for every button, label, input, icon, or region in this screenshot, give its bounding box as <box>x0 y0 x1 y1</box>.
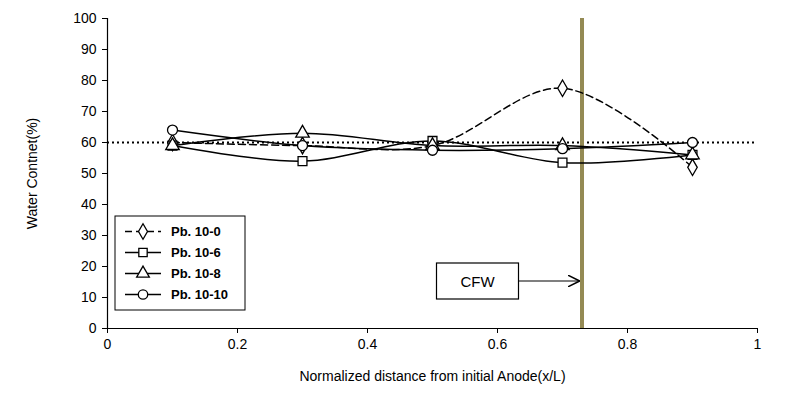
svg-text:0: 0 <box>89 320 97 336</box>
svg-text:100: 100 <box>73 10 97 26</box>
svg-text:Pb. 10-6: Pb. 10-6 <box>171 245 221 260</box>
svg-text:90: 90 <box>81 41 97 57</box>
svg-text:20: 20 <box>81 258 97 274</box>
svg-text:40: 40 <box>81 196 97 212</box>
svg-text:Water Contnet(%): Water Contnet(%) <box>24 118 40 230</box>
svg-text:50: 50 <box>81 165 97 181</box>
svg-text:80: 80 <box>81 72 97 88</box>
svg-text:CFW: CFW <box>460 273 495 290</box>
svg-text:Pb. 10-0: Pb. 10-0 <box>171 224 221 239</box>
svg-text:60: 60 <box>81 134 97 150</box>
svg-text:Normalized distance from initi: Normalized distance from initial Anode(x… <box>299 368 565 384</box>
svg-text:10: 10 <box>81 289 97 305</box>
svg-text:0.2: 0.2 <box>228 336 248 352</box>
svg-text:0: 0 <box>104 336 112 352</box>
svg-text:0.8: 0.8 <box>618 336 638 352</box>
svg-text:Pb. 10-10: Pb. 10-10 <box>171 287 228 302</box>
svg-text:1: 1 <box>754 336 762 352</box>
svg-text:Pb. 10-8: Pb. 10-8 <box>171 266 221 281</box>
svg-text:0.6: 0.6 <box>488 336 508 352</box>
svg-text:30: 30 <box>81 227 97 243</box>
svg-text:0.4: 0.4 <box>358 336 378 352</box>
svg-text:70: 70 <box>81 103 97 119</box>
